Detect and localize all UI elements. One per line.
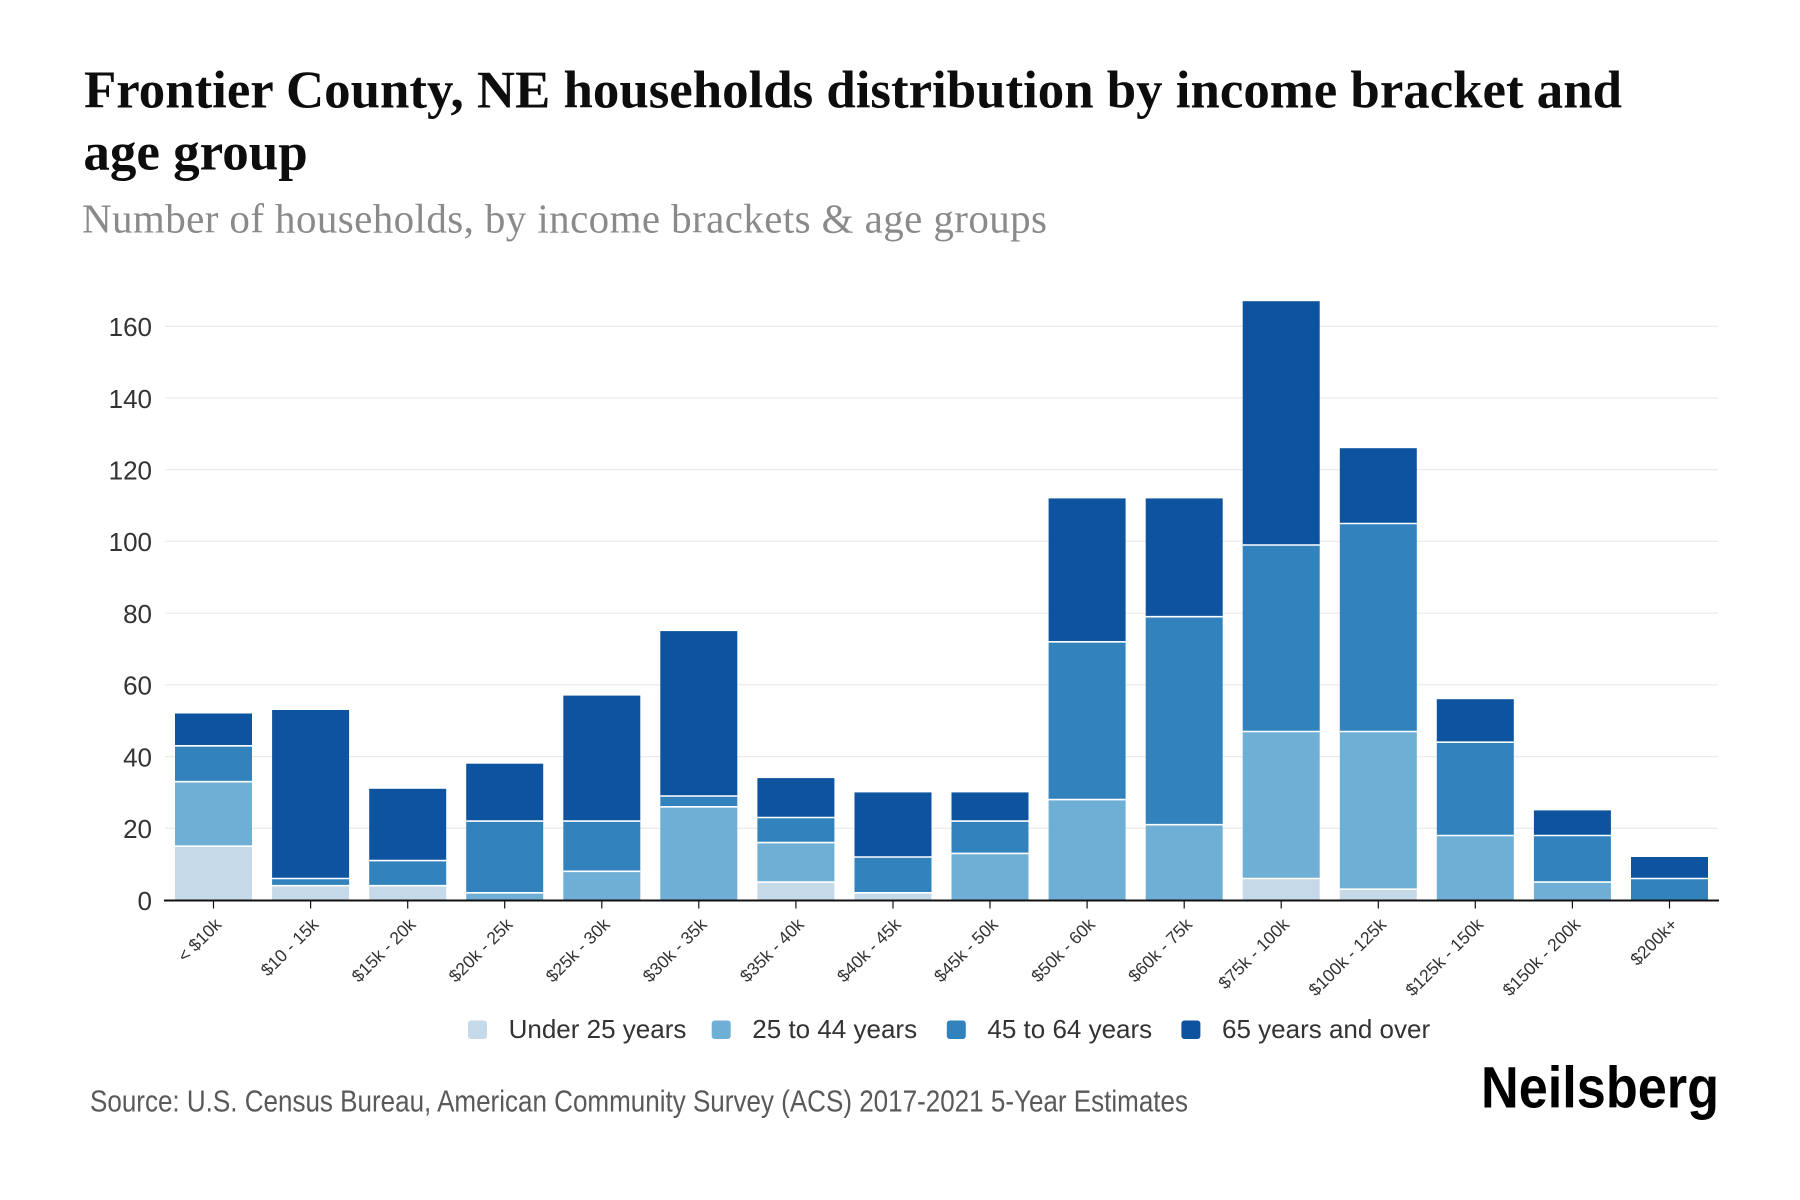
svg-text:65 years and over: 65 years and over (1222, 1014, 1430, 1044)
svg-text:$200k+: $200k+ (1626, 914, 1681, 969)
svg-text:100: 100 (109, 527, 152, 557)
svg-text:Under 25 years: Under 25 years (509, 1014, 687, 1044)
svg-text:0: 0 (138, 886, 152, 916)
svg-text:$150k - 200k: $150k - 200k (1499, 914, 1585, 1000)
svg-text:Source: U.S. Census Bureau, Am: Source: U.S. Census Bureau, American Com… (90, 1085, 1188, 1119)
svg-text:$75k - 100k: $75k - 100k (1214, 914, 1293, 993)
svg-text:$100k - 125k: $100k - 125k (1304, 914, 1390, 1000)
svg-text:$25k - 30k: $25k - 30k (542, 914, 614, 986)
svg-text:25 to 44 years: 25 to 44 years (752, 1014, 917, 1044)
svg-text:age group: age group (83, 123, 307, 181)
svg-text:160: 160 (109, 312, 152, 342)
svg-text:$60k - 75k: $60k - 75k (1124, 914, 1196, 986)
svg-text:< $10k: < $10k (174, 914, 226, 966)
svg-text:60: 60 (123, 671, 152, 701)
svg-text:120: 120 (109, 456, 152, 486)
svg-text:140: 140 (109, 384, 152, 414)
svg-text:$50k - 60k: $50k - 60k (1027, 914, 1099, 986)
svg-text:Number of households, by incom: Number of households, by income brackets… (82, 196, 1047, 242)
svg-text:$125k - 150k: $125k - 150k (1401, 914, 1487, 1000)
svg-text:$40k - 45k: $40k - 45k (833, 914, 905, 986)
svg-text:$20k - 25k: $20k - 25k (445, 914, 517, 986)
svg-text:40: 40 (123, 742, 152, 772)
svg-text:$45k - 50k: $45k - 50k (930, 914, 1002, 986)
svg-text:$35k - 40k: $35k - 40k (736, 914, 808, 986)
svg-text:$30k - 35k: $30k - 35k (639, 914, 711, 986)
svg-text:20: 20 (123, 814, 152, 844)
svg-text:$10 - 15k: $10 - 15k (257, 914, 323, 980)
svg-text:45 to 64 years: 45 to 64 years (987, 1014, 1152, 1044)
svg-text:80: 80 (123, 599, 152, 629)
svg-text:$15k - 20k: $15k - 20k (348, 914, 420, 986)
svg-text:Frontier County, NE households: Frontier County, NE households distribut… (84, 61, 1622, 119)
svg-text:Neilsberg: Neilsberg (1481, 1056, 1719, 1121)
